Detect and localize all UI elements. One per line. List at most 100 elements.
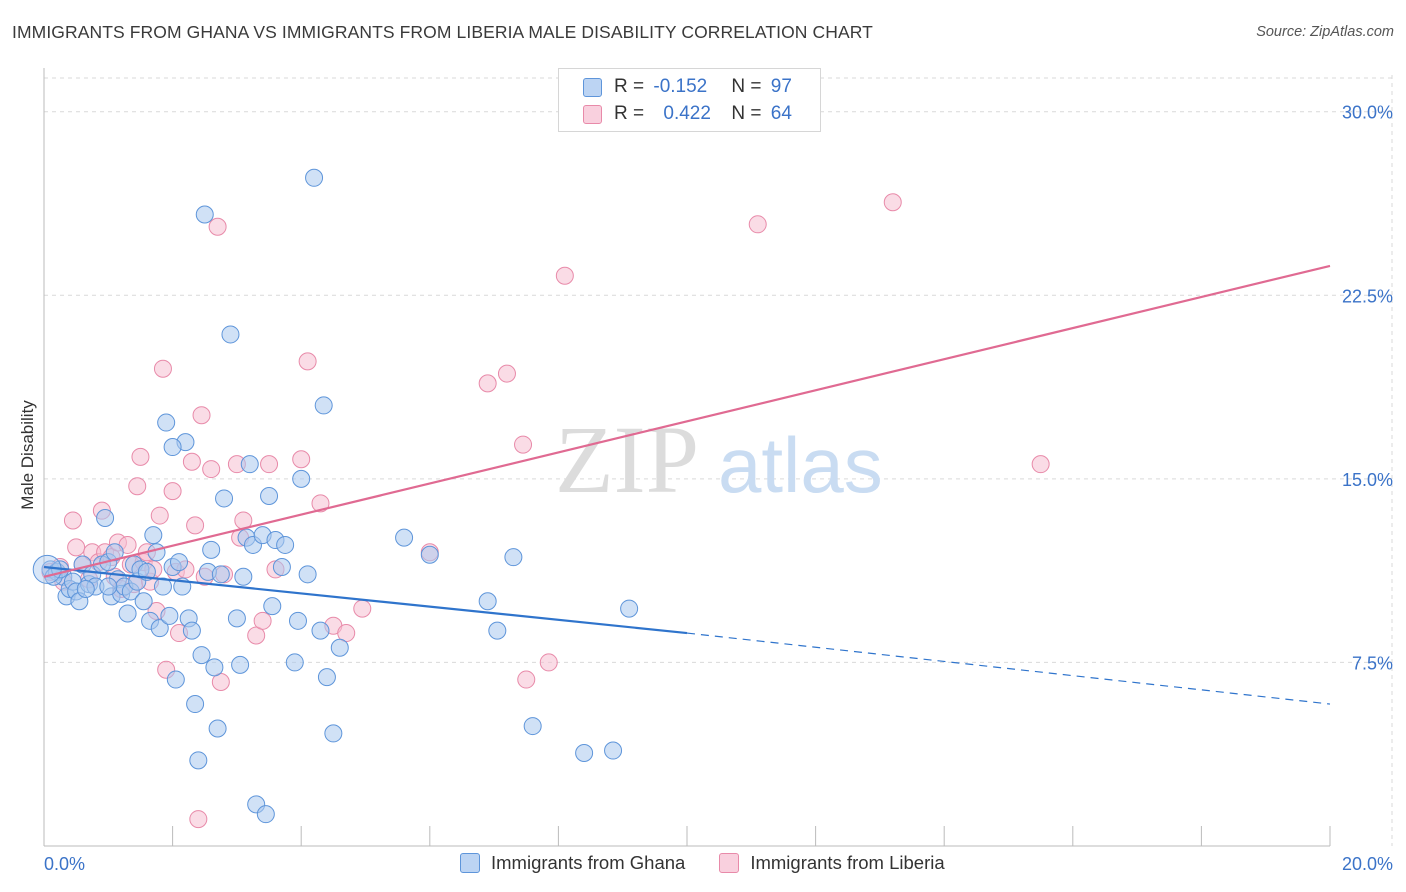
ghana-point	[150, 619, 169, 638]
ghana-point	[523, 717, 542, 736]
ghana-point	[288, 611, 307, 630]
series-legend: Immigrants from Ghana Immigrants from Li…	[460, 852, 979, 874]
liberia-point	[192, 406, 211, 425]
ghana-point	[195, 205, 214, 224]
liberia-point	[163, 482, 182, 501]
liberia-point	[292, 450, 311, 469]
tick-labels: 7.5% 15.0% 22.5% 30.0% 0.0% 20.0%	[44, 103, 1393, 874]
liberia-point	[478, 374, 497, 393]
ghana-point	[314, 396, 333, 415]
y-tick-label: 30.0%	[1342, 103, 1393, 123]
liberia-point	[517, 670, 536, 689]
legend-item-liberia[interactable]: Immigrants from Liberia	[719, 852, 945, 874]
ghana-point	[166, 670, 185, 689]
source-label: Source: ZipAtlas.com	[1256, 24, 1394, 40]
ghana-point	[420, 545, 439, 564]
ghana-point	[317, 668, 336, 687]
ghana-point	[395, 528, 414, 547]
ghana-point	[272, 557, 291, 576]
ghana-point	[163, 438, 182, 457]
liberia-n-label: N =	[731, 103, 767, 124]
y-tick-label: 15.0%	[1342, 470, 1393, 490]
liberia-point	[253, 611, 272, 630]
ghana-point	[478, 592, 497, 611]
liberia-point	[555, 266, 574, 285]
liberia-legend-swatch	[719, 853, 740, 873]
ghana-point	[260, 486, 279, 505]
ghana-point	[144, 526, 163, 545]
x-tick-label-max: 20.0%	[1342, 854, 1393, 874]
ghana-point	[311, 621, 330, 640]
ghana-point	[76, 580, 95, 598]
liberia-legend-label: Immigrants from Liberia	[750, 852, 945, 873]
legend-row-ghana: R = -0.152 N = 97	[583, 74, 792, 100]
liberia-point	[131, 447, 150, 466]
ghana-point	[620, 599, 639, 618]
liberia-r-label: R =	[614, 103, 650, 124]
ghana-trend-line	[43, 565, 688, 635]
liberia-point	[63, 511, 82, 530]
ghana-point	[170, 553, 189, 572]
liberia-point	[128, 477, 147, 496]
liberia-point	[298, 352, 317, 371]
liberia-n-value: 64	[770, 103, 792, 124]
ghana-point	[208, 719, 227, 738]
ghana-point	[292, 469, 311, 488]
ghana-legend-label: Immigrants from Ghana	[491, 852, 686, 873]
y-tick-label: 7.5%	[1352, 653, 1393, 673]
liberia-point	[497, 364, 516, 383]
ghana-point	[488, 621, 507, 640]
grid-lines	[44, 75, 1393, 846]
ghana-point	[298, 565, 317, 584]
axes	[43, 68, 1331, 847]
ghana-point	[147, 543, 166, 562]
ghana-point	[118, 604, 137, 623]
ghana-points	[32, 168, 639, 824]
ghana-r-label: R =	[614, 76, 650, 97]
ghana-point	[256, 805, 275, 824]
y-tick-label: 22.5%	[1342, 286, 1393, 306]
ghana-point	[202, 540, 221, 559]
ghana-point	[157, 413, 176, 432]
liberia-points	[41, 193, 1050, 829]
ghana-point	[575, 743, 594, 762]
liberia-point	[150, 506, 169, 525]
liberia-point	[189, 810, 208, 829]
ghana-point	[324, 724, 343, 743]
ghana-trend-extension	[686, 632, 1331, 705]
liberia-point	[311, 494, 330, 513]
watermark: ZIP atlas	[555, 406, 883, 513]
liberia-point	[208, 217, 227, 236]
ghana-point	[504, 548, 523, 567]
liberia-point	[182, 452, 201, 471]
liberia-point	[1031, 455, 1050, 474]
legend-item-ghana[interactable]: Immigrants from Ghana	[460, 852, 685, 874]
liberia-point	[539, 653, 558, 672]
chart-title: IMMIGRANTS FROM GHANA VS IMMIGRANTS FROM…	[12, 22, 873, 42]
liberia-swatch	[583, 104, 602, 124]
ghana-point	[182, 621, 201, 640]
ghana-point	[285, 653, 304, 672]
ghana-n-label: N =	[731, 76, 767, 97]
liberia-point	[186, 516, 205, 535]
ghana-point	[221, 325, 240, 344]
liberia-point	[883, 193, 902, 212]
ghana-point	[227, 609, 246, 628]
ghana-legend-swatch	[460, 853, 480, 873]
x-tick-label-min: 0.0%	[44, 854, 85, 874]
ghana-point	[234, 567, 253, 586]
liberia-point	[260, 455, 279, 474]
ghana-r-value: -0.152	[653, 76, 708, 97]
liberia-point	[514, 435, 533, 454]
legend-row-liberia: R = 0.422 N = 64	[583, 101, 792, 127]
ghana-point	[330, 638, 349, 657]
ghana-point	[263, 597, 282, 616]
ghana-swatch	[583, 77, 602, 97]
ghana-point	[211, 565, 230, 584]
liberia-r-value: 0.422	[663, 103, 711, 124]
liberia-point	[353, 599, 372, 618]
ghana-point	[134, 592, 153, 611]
ghana-cluster-point	[32, 554, 62, 584]
liberia-trend-line	[43, 264, 1331, 578]
